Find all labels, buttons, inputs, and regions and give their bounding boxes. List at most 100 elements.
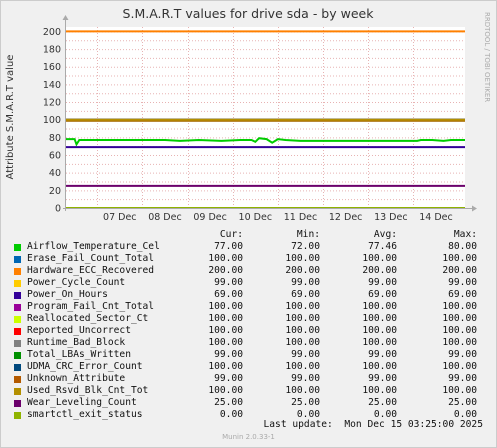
legend-row: Total_LBAs_Written 99.00 99.00 99.00 99.00 (0, 349, 497, 361)
legend-value-cur: 99.00 (214, 349, 243, 360)
legend-value-min: 100.00 (285, 301, 320, 312)
legend-series-name: smartctl_exit_status (27, 409, 143, 420)
legend-header-cur: Cur: (219, 229, 243, 240)
legend-value-min: 100.00 (285, 253, 320, 264)
legend-series-name: Airflow_Temperature_Cel (27, 241, 160, 252)
legend-row: Runtime_Bad_Block 100.00 100.00 100.00 100.0… (0, 337, 497, 349)
legend-series-name: Power_Cycle_Count (27, 277, 126, 288)
legend-series-name: Wear_Leveling_Count (27, 397, 137, 408)
legend-value-max: 100.00 (442, 301, 477, 312)
legend-value-avg: 100.00 (362, 337, 397, 348)
legend-row: Program_Fail_Cnt_Total 100.00 100.00 100.00… (0, 301, 497, 313)
legend-swatch (14, 316, 21, 323)
legend-series-name: Runtime_Bad_Block (27, 337, 126, 348)
legend-swatch (14, 412, 21, 419)
legend-value-cur: 99.00 (214, 277, 243, 288)
legend-value-max: 99.00 (448, 349, 477, 360)
legend-value-cur: 200.00 (208, 265, 243, 276)
legend-swatch (14, 400, 21, 407)
legend-value-avg: 100.00 (362, 325, 397, 336)
legend-series-name: Used_Rsvd_Blk_Cnt_Tot (27, 385, 149, 396)
legend-value-min: 25.00 (291, 397, 320, 408)
legend-series-name: Erase_Fail_Count_Total (27, 253, 155, 264)
legend-row: Erase_Fail_Count_Total 100.00 100.00 100.00… (0, 253, 497, 265)
x-tick-label: 12 Dec (329, 212, 363, 223)
legend-swatch (14, 244, 21, 251)
legend-row: UDMA_CRC_Error_Count 100.00 100.00 100.00 10… (0, 361, 497, 373)
legend-value-avg: 200.00 (362, 265, 397, 276)
legend-row: Power_On_Hours 69.00 69.00 69.00 69.00 (0, 289, 497, 301)
legend-header-max: Max: (453, 229, 477, 240)
y-axis-ticks: 0 20 40 60 80 100 120 140 160 180 200 (43, 27, 61, 215)
legend-value-avg: 69.00 (368, 289, 397, 300)
legend-value-max: 200.00 (442, 265, 477, 276)
x-tick-label: 13 Dec (374, 212, 408, 223)
legend-value-max: 99.00 (448, 277, 477, 288)
legend-series-name: Hardware_ECC_Recovered (27, 265, 155, 276)
y-axis-label: Attribute S.M.A.R.T value (5, 55, 16, 180)
legend-value-min: 100.00 (285, 361, 320, 372)
y-tick-label: 60 (49, 151, 61, 162)
legend-value-cur: 0.00 (219, 409, 243, 420)
legend-swatch (14, 364, 21, 371)
legend-value-avg: 77.46 (368, 241, 397, 252)
legend-swatch (14, 268, 21, 275)
legend-value-cur: 100.00 (208, 313, 243, 324)
legend-value-avg: 0.00 (373, 409, 397, 420)
legend-value-min: 100.00 (285, 385, 320, 396)
legend-row: Wear_Leveling_Count 25.00 25.00 25.00 25.00 (0, 397, 497, 409)
last-update: Last update: Mon Dec 15 03:25:00 2025 (263, 419, 484, 430)
legend-value-avg: 99.00 (368, 373, 397, 384)
legend-swatch (14, 292, 21, 299)
legend-value-avg: 100.00 (362, 361, 397, 372)
legend-value-max: 100.00 (442, 253, 477, 264)
legend-row: Power_Cycle_Count 99.00 99.00 99.00 99.00 (0, 277, 497, 289)
legend-series-name: Power_On_Hours (27, 289, 108, 300)
legend-value-cur: 100.00 (208, 385, 243, 396)
legend-value-max: 100.00 (442, 313, 477, 324)
legend-row: Hardware_ECC_Recovered 200.00 200.00 200.00… (0, 265, 497, 277)
y-tick-label: 160 (43, 62, 61, 73)
legend-value-min: 100.00 (285, 313, 320, 324)
y-tick-label: 0 (55, 204, 61, 215)
legend-value-cur: 100.00 (208, 253, 243, 264)
legend-value-min: 0.00 (296, 409, 320, 420)
legend-value-min: 100.00 (285, 325, 320, 336)
legend-value-max: 0.00 (453, 409, 477, 420)
legend-value-max: 25.00 (448, 397, 477, 408)
legend-swatch (14, 340, 21, 347)
y-tick-label: 80 (49, 133, 61, 144)
y-tick-label: 100 (43, 115, 61, 126)
legend-swatch (14, 256, 21, 263)
legend-swatch (14, 388, 21, 395)
x-tick-label: 07 Dec (103, 212, 137, 223)
y-tick-label: 20 (49, 186, 61, 197)
y-tick-label: 40 (49, 168, 61, 179)
legend-value-cur: 100.00 (208, 301, 243, 312)
legend-series-name: Reallocated_Sector_Ct (27, 313, 149, 324)
legend-value-max: 80.00 (448, 241, 477, 252)
legend-value-min: 99.00 (291, 349, 320, 360)
legend-value-cur: 100.00 (208, 337, 243, 348)
legend-row: Used_Rsvd_Blk_Cnt_Tot 100.00 100.00 100.00 1… (0, 385, 497, 397)
legend-value-max: 100.00 (442, 337, 477, 348)
legend-series-name: Unknown_Attribute (27, 373, 126, 384)
legend-value-max: 100.00 (442, 361, 477, 372)
legend-value-min: 69.00 (291, 289, 320, 300)
y-tick-label: 140 (43, 80, 61, 91)
legend-value-avg: 100.00 (362, 385, 397, 396)
legend-value-avg: 100.00 (362, 301, 397, 312)
legend-value-avg: 99.00 (368, 349, 397, 360)
legend-value-min: 100.00 (285, 337, 320, 348)
legend-value-cur: 77.00 (214, 241, 243, 252)
series-line-airflow-temperature-cel (66, 137, 465, 147)
legend-swatch (14, 304, 21, 311)
x-axis-ticks: 07 Dec 08 Dec 09 Dec 10 Dec 11 Dec 12 Dec 13 D… (103, 212, 453, 223)
x-tick-label: 08 Dec (148, 212, 182, 223)
legend-row: Reallocated_Sector_Ct 100.00 100.00 100.00 1… (0, 313, 497, 325)
legend-value-avg: 100.00 (362, 253, 397, 264)
legend-value-max: 100.00 (442, 385, 477, 396)
legend-series-name: Program_Fail_Cnt_Total (27, 301, 155, 312)
x-tick-label: 14 Dec (419, 212, 453, 223)
